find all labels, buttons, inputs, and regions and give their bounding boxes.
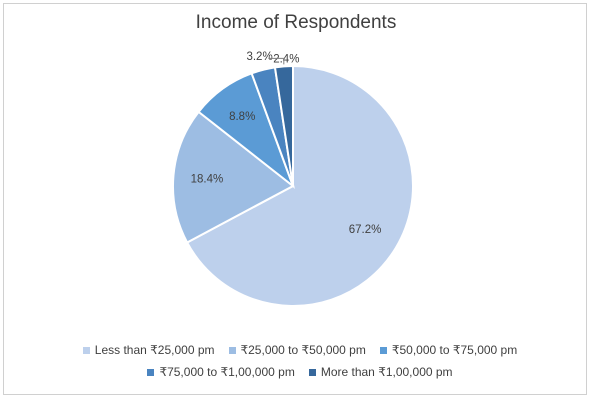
pie-slice-4 <box>273 64 294 187</box>
legend-row-1: Less than ₹25,000 pm ₹25,000 to ₹50,000 … <box>60 343 540 357</box>
legend-swatch <box>147 368 155 376</box>
legend-item-more-than-100000: More than ₹1,00,000 pm <box>308 365 453 379</box>
legend-label: ₹50,000 to ₹75,000 pm <box>391 343 518 357</box>
legend-label: ₹25,000 to ₹50,000 pm <box>240 343 366 357</box>
legend-swatch <box>228 346 236 354</box>
slice-label-3: 3.2% <box>246 51 272 63</box>
slice-label-0: 67.2% <box>349 224 382 236</box>
legend-item-less-than-25000: Less than ₹25,000 pm <box>82 343 215 357</box>
legend-label: ₹75,000 to ₹1,00,000 pm <box>159 365 295 379</box>
legend-label: More than ₹1,00,000 pm <box>320 365 453 379</box>
legend-item-75000-to-100000: ₹75,000 to ₹1,00,000 pm <box>147 365 295 379</box>
slice-label-2: 8.8% <box>229 111 255 123</box>
pie-slice-1 <box>172 110 295 244</box>
chart-title: Income of Respondents <box>195 12 397 33</box>
legend-item-25000-to-50000: ₹25,000 to ₹50,000 pm <box>228 343 366 357</box>
legend-item-50000-to-75000: ₹50,000 to ₹75,000 pm <box>379 343 518 357</box>
legend-swatch <box>308 368 316 376</box>
legend-swatch <box>82 346 90 354</box>
legend: Less than ₹25,000 pm ₹25,000 to ₹50,000 … <box>60 343 540 387</box>
slice-label-1: 18.4% <box>191 173 224 185</box>
legend-label: Less than ₹25,000 pm <box>94 343 215 357</box>
legend-swatch <box>379 346 387 354</box>
slice-label-4: 2.4% <box>273 53 299 65</box>
leader-line <box>268 57 285 65</box>
pie-slice-0 <box>185 64 414 307</box>
legend-row-2: ₹75,000 to ₹1,00,000 pm More than ₹1,00,… <box>60 365 540 379</box>
